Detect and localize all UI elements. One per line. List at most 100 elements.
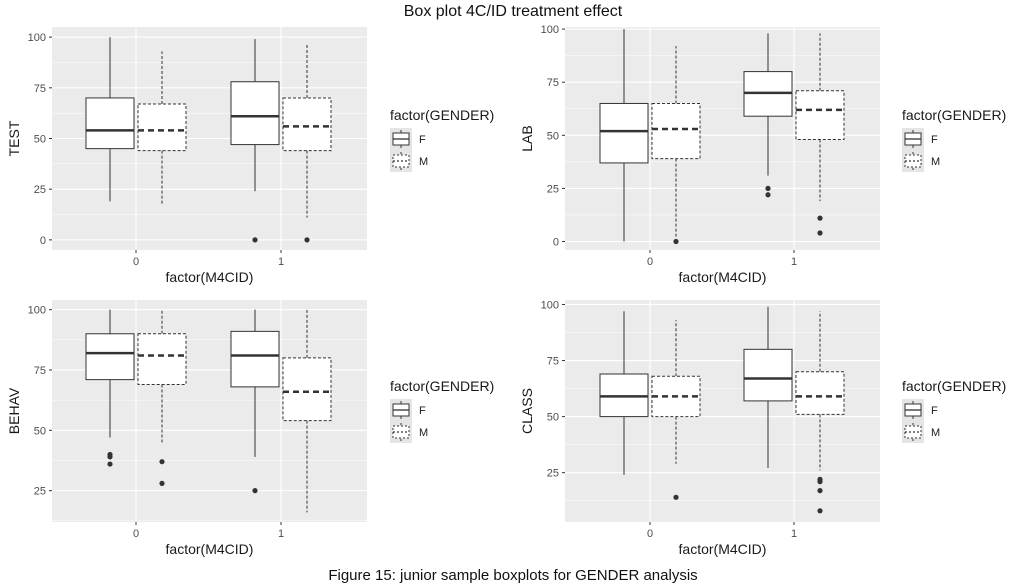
box-F-0 [599,29,649,242]
x-tick-label: 0 [647,256,653,268]
box-iqr [282,97,332,152]
box-F-0 [85,37,135,202]
y-tick-label: 75 [547,356,559,368]
box-F-1 [230,39,280,243]
chart-panel-lab: 0 25 50 75 100 0 1 factor(M4CID) LAB factor(GENDE… [519,24,1006,285]
x-tick-label: 0 [133,256,139,268]
chart-panel-class: 25 50 75 100 0 1 factor(M4CID) CLASS factor(GEND… [519,299,1006,557]
outlier-point [765,185,771,192]
outlier-point [252,488,258,494]
box-iqr [743,348,793,402]
figure-title: Box plot 4C/ID treatment effect [403,3,623,20]
box-iqr [795,371,845,415]
legend-label-F: F [419,405,426,417]
box-M-1 [795,311,845,514]
y-tick-label: 0 [553,237,559,249]
box-F-1 [230,309,280,494]
y-axis-title: CLASS [519,388,535,434]
y-tick-label: 25 [547,183,559,195]
y-axis-title: LAB [519,125,535,151]
box-M-1 [282,309,332,513]
legend-title: factor(GENDER) [902,107,1006,123]
y-tick-label: 0 [40,235,46,247]
outlier-point [107,461,113,467]
x-tick-label: 0 [647,528,653,540]
y-tick-label: 75 [34,83,46,95]
outlier-point [817,479,823,485]
x-tick-label: 1 [791,528,797,540]
box-F-0 [85,309,135,467]
outlier-point [765,192,771,198]
box-M-1 [795,33,845,236]
box-M-0 [651,46,701,245]
box-iqr [85,333,135,381]
x-axis-title: factor(M4CID) [679,541,767,557]
box-F-1 [743,306,793,469]
outlier-point [817,215,823,221]
outlier-point [817,508,823,514]
figure-caption: Figure 15: junior sample boxplots for GE… [328,567,698,584]
y-tick-label: 25 [34,486,46,498]
x-tick-label: 1 [278,528,284,540]
box-iqr [230,330,280,388]
x-axis-title: factor(M4CID) [679,269,767,285]
y-axis-title: TEST [6,120,22,156]
legend: factor(GENDER) FM [902,107,1006,172]
box-M-0 [137,309,187,486]
y-tick-label: 25 [547,468,559,480]
box-M-0 [651,320,701,500]
outlier-point [817,230,823,236]
y-tick-label: 100 [541,24,559,36]
y-tick-label: 75 [34,365,46,377]
legend-label-M: M [419,427,428,439]
y-tick-label: 50 [547,412,559,424]
outlier-point [107,454,113,460]
y-tick-label: 50 [34,134,46,146]
y-tick-label: 50 [547,130,559,142]
box-iqr [795,90,845,141]
y-tick-label: 50 [34,425,46,437]
y-tick-label: 25 [34,184,46,196]
legend: factor(GENDER) FM [902,378,1006,443]
box-iqr [599,102,649,164]
box-iqr [85,97,135,150]
outlier-point [673,494,679,500]
box-iqr [230,81,280,146]
box-iqr [282,357,332,422]
y-axis-title: BEHAV [6,387,22,434]
box-M-1 [282,43,332,243]
outlier-point [159,480,165,486]
box-iqr [137,103,187,152]
y-tick-label: 100 [28,305,46,317]
outlier-point [252,237,258,243]
legend-title: factor(GENDER) [390,378,494,394]
outlier-point [159,459,165,465]
chart-panel-test: 0 25 50 75 100 0 1 factor(M4CID) TEST factor(GEND… [6,27,494,285]
chart-panel-behav: 25 50 75 100 0 1 factor(M4CID) BEHAV factor(GEND… [6,300,494,557]
y-tick-label: 100 [28,32,46,44]
legend-title: factor(GENDER) [902,378,1006,394]
box-F-1 [743,33,793,198]
box-iqr [651,102,701,160]
legend-label-M: M [419,156,428,168]
legend: factor(GENDER) FM [390,107,494,172]
x-axis-title: factor(M4CID) [166,269,254,285]
box-iqr [137,333,187,385]
y-tick-label: 100 [541,299,559,311]
legend-label-F: F [931,134,938,146]
legend-label-F: F [931,405,938,417]
outlier-point [304,237,310,243]
box-F-0 [599,311,649,475]
box-M-0 [137,51,187,206]
x-axis-title: factor(M4CID) [166,541,254,557]
x-tick-label: 0 [133,528,139,540]
x-tick-label: 1 [278,256,284,268]
legend-label-F: F [419,134,426,146]
y-tick-label: 75 [547,77,559,89]
legend-label-M: M [931,156,940,168]
legend-title: factor(GENDER) [390,107,494,123]
outlier-point [673,238,679,245]
legend-label-M: M [931,427,940,439]
x-tick-label: 1 [791,256,797,268]
